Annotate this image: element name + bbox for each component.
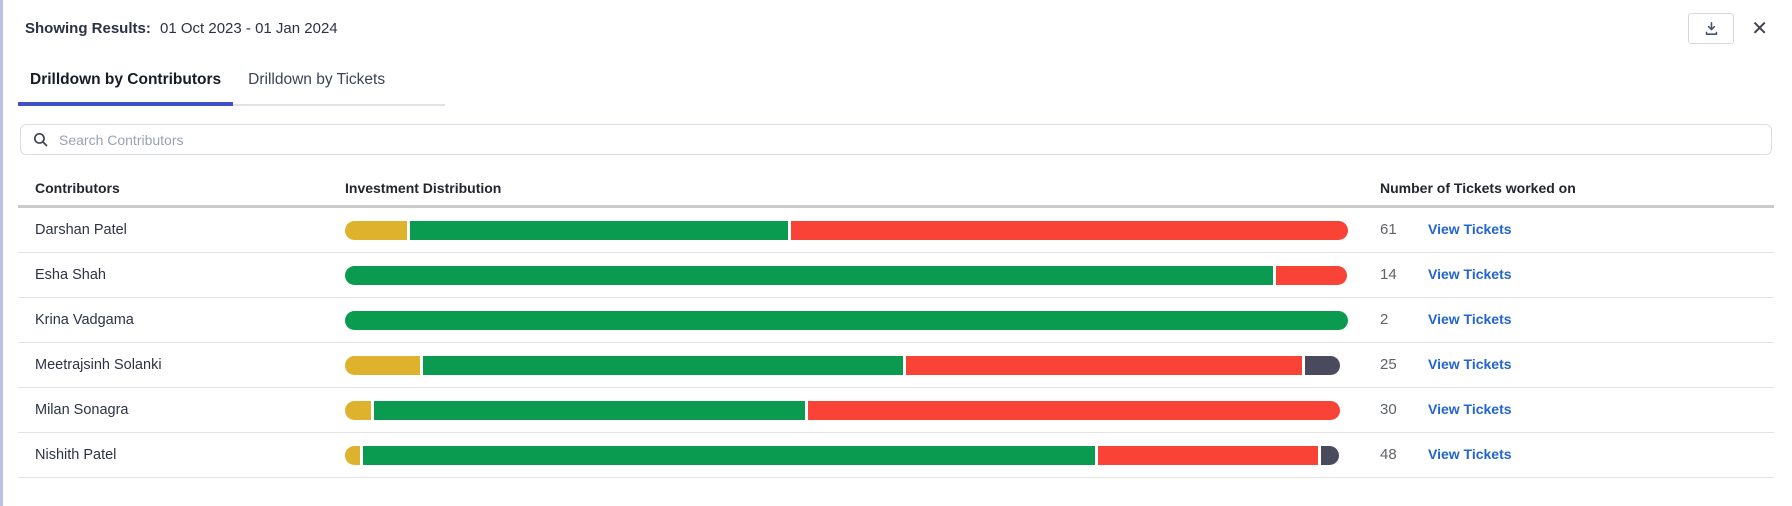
bar-segment-green: [410, 220, 789, 240]
investment-bar: [345, 220, 1348, 240]
investment-bar: [345, 265, 1348, 285]
bar-segment-red: [1098, 445, 1318, 465]
showing-results-range: 01 Oct 2023 - 01 Jan 2024: [160, 20, 338, 37]
bar-segment-green: [345, 265, 1273, 285]
search-contributors: [20, 124, 1772, 155]
column-header-contributors: Contributors: [35, 180, 120, 196]
table-body: Darshan Patel 61 View Tickets Esha Shah …: [0, 208, 1792, 478]
search-input[interactable]: [20, 124, 1772, 155]
download-icon: [1703, 20, 1720, 37]
view-tickets-link[interactable]: View Tickets: [1428, 356, 1512, 372]
tab-label: Drilldown by Contributors: [30, 71, 222, 88]
contributor-name: Nishith Patel: [35, 447, 117, 463]
investment-bar: [345, 400, 1348, 420]
bar-segment-green: [363, 445, 1096, 465]
close-icon: ✕: [1751, 17, 1768, 40]
table-row: Esha Shah 14 View Tickets: [18, 253, 1774, 298]
tickets-count: 30: [1380, 401, 1397, 418]
close-button[interactable]: ✕: [1751, 19, 1768, 39]
bar-segment-green: [345, 310, 1348, 330]
download-button[interactable]: [1688, 13, 1735, 44]
bar-segment-dark: [1304, 355, 1340, 375]
tickets-count: 48: [1380, 446, 1397, 463]
contributor-name: Meetrajsinh Solanki: [35, 357, 162, 373]
search-icon: [32, 131, 49, 153]
showing-results-title: Showing Results: 01 Oct 2023 - 01 Jan 20…: [25, 20, 338, 37]
bar-segment-red: [1275, 265, 1347, 285]
tab-drilldown-by-contributors[interactable]: Drilldown by Contributors: [18, 71, 234, 106]
bar-segment-yellow: [345, 355, 421, 375]
investment-bar: [345, 355, 1348, 375]
bar-segment-red: [808, 400, 1340, 420]
tickets-count: 2: [1380, 311, 1389, 328]
table-row: Nishith Patel 48 View Tickets: [18, 433, 1774, 478]
bar-segment-yellow: [345, 445, 361, 465]
bar-segment-green: [423, 355, 903, 375]
table-row: Meetrajsinh Solanki 25 View Tickets: [18, 343, 1774, 388]
table-header-divider: [18, 205, 1774, 208]
investment-bar: [345, 445, 1348, 465]
contributor-name: Krina Vadgama: [35, 312, 134, 328]
view-tickets-link[interactable]: View Tickets: [1428, 221, 1512, 237]
table-row: Milan Sonagra 30 View Tickets: [18, 388, 1774, 433]
bar-segment-yellow: [345, 400, 372, 420]
view-tickets-link[interactable]: View Tickets: [1428, 401, 1512, 417]
view-tickets-link[interactable]: View Tickets: [1428, 311, 1512, 327]
contributor-name: Esha Shah: [35, 267, 106, 283]
investment-bar: [345, 310, 1348, 330]
tickets-count: 25: [1380, 356, 1397, 373]
contributor-name: Milan Sonagra: [35, 402, 129, 418]
bar-segment-yellow: [345, 220, 408, 240]
bar-segment-green: [374, 400, 806, 420]
table-header-row: Contributors Investment Distribution Num…: [18, 180, 1774, 196]
view-tickets-link[interactable]: View Tickets: [1428, 266, 1512, 282]
column-header-number-of-tickets: Number of Tickets worked on: [1380, 180, 1576, 196]
results-header: Showing Results: 01 Oct 2023 - 01 Jan 20…: [0, 0, 1792, 44]
showing-results-label: Showing Results:: [25, 20, 151, 37]
bar-segment-dark: [1320, 445, 1339, 465]
drilldown-tabs: Drilldown by Contributors Drilldown by T…: [18, 71, 1792, 106]
bar-segment-red: [905, 355, 1302, 375]
panel-left-accent-edge: [0, 0, 3, 506]
contributor-name: Darshan Patel: [35, 222, 127, 238]
bar-segment-red: [791, 220, 1348, 240]
table-row: Darshan Patel 61 View Tickets: [18, 208, 1774, 253]
view-tickets-link[interactable]: View Tickets: [1428, 446, 1512, 462]
column-header-investment-distribution: Investment Distribution: [345, 180, 502, 196]
tickets-count: 61: [1380, 221, 1397, 238]
tab-label: Drilldown by Tickets: [248, 71, 386, 88]
tickets-count: 14: [1380, 266, 1397, 283]
tab-drilldown-by-tickets[interactable]: Drilldown by Tickets: [233, 71, 446, 106]
table-row: Krina Vadgama 2 View Tickets: [18, 298, 1774, 343]
